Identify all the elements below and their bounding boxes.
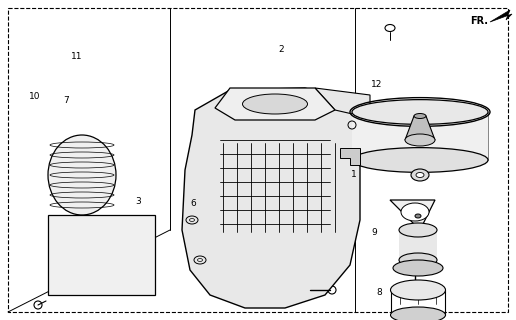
Polygon shape <box>182 88 360 308</box>
Polygon shape <box>405 116 435 140</box>
Text: 9: 9 <box>371 228 377 236</box>
Ellipse shape <box>405 134 435 146</box>
Text: 4: 4 <box>382 114 387 123</box>
Text: 2: 2 <box>279 45 284 54</box>
Ellipse shape <box>352 100 488 124</box>
Ellipse shape <box>415 214 421 218</box>
Polygon shape <box>340 148 360 165</box>
Text: FR.: FR. <box>470 16 488 26</box>
Polygon shape <box>399 230 437 260</box>
Ellipse shape <box>414 114 426 118</box>
Text: 3: 3 <box>135 197 141 206</box>
Polygon shape <box>215 88 335 120</box>
Polygon shape <box>390 200 435 230</box>
Text: 10: 10 <box>29 92 41 100</box>
Ellipse shape <box>411 169 429 181</box>
Ellipse shape <box>243 94 308 114</box>
Ellipse shape <box>416 172 424 178</box>
Text: 5: 5 <box>361 159 367 168</box>
Ellipse shape <box>352 148 488 172</box>
Text: 6: 6 <box>190 199 197 208</box>
Text: 7: 7 <box>63 96 69 105</box>
Text: 8: 8 <box>376 288 382 297</box>
Ellipse shape <box>399 223 437 237</box>
Text: 1: 1 <box>350 170 357 179</box>
Ellipse shape <box>48 135 116 215</box>
Polygon shape <box>48 215 155 295</box>
Text: 11: 11 <box>71 52 82 60</box>
Text: 12: 12 <box>371 80 382 89</box>
Circle shape <box>411 287 419 295</box>
Polygon shape <box>490 10 512 22</box>
Polygon shape <box>352 112 488 160</box>
Ellipse shape <box>399 253 437 267</box>
Circle shape <box>84 284 87 287</box>
Ellipse shape <box>401 203 429 221</box>
Ellipse shape <box>391 280 445 300</box>
Ellipse shape <box>391 307 445 320</box>
Ellipse shape <box>393 260 443 276</box>
Polygon shape <box>315 88 370 118</box>
